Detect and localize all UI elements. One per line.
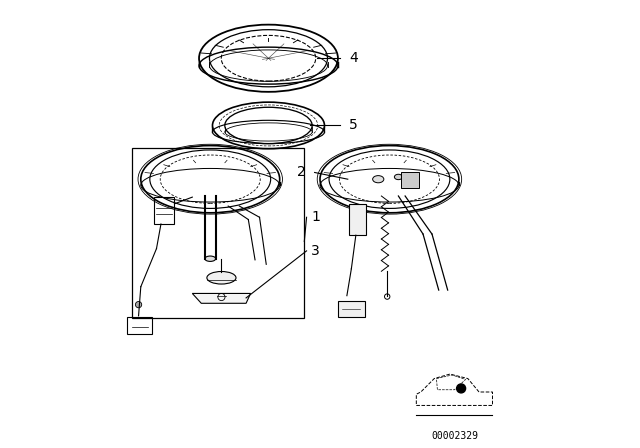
- Bar: [127, 317, 152, 334]
- Polygon shape: [193, 293, 251, 303]
- Bar: [154, 197, 174, 224]
- Bar: [132, 148, 305, 318]
- Text: 3: 3: [311, 244, 320, 258]
- Ellipse shape: [207, 271, 236, 284]
- Ellipse shape: [372, 176, 384, 183]
- Text: 1: 1: [311, 210, 320, 224]
- Circle shape: [456, 384, 466, 393]
- Ellipse shape: [394, 174, 403, 180]
- Text: 4: 4: [349, 51, 358, 65]
- Bar: [401, 172, 419, 188]
- Bar: [338, 301, 365, 317]
- Text: 2: 2: [297, 165, 306, 180]
- Bar: [349, 204, 366, 235]
- Circle shape: [136, 302, 141, 308]
- Text: 5: 5: [349, 118, 358, 133]
- Ellipse shape: [205, 256, 216, 262]
- Text: 00002329: 00002329: [431, 431, 478, 441]
